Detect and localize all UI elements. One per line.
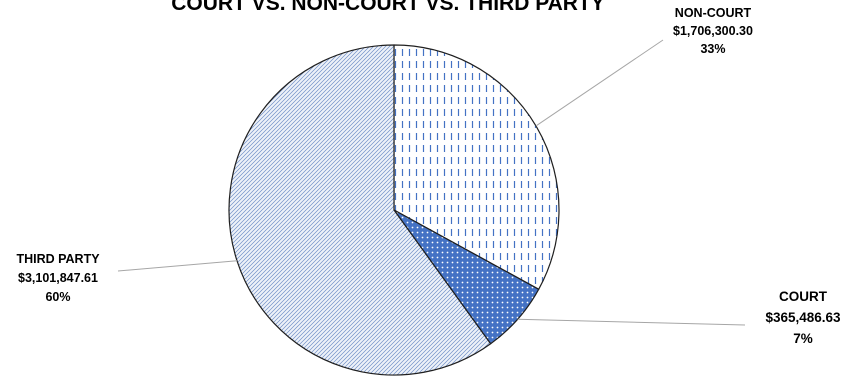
slice-label-name: COURT	[779, 289, 828, 304]
slice-label-amount: $3,101,847.61	[18, 271, 98, 285]
slice-label-third-party: THIRD PARTY $3,101,847.61 60%	[16, 252, 100, 304]
slice-label-amount: $365,486.63	[765, 310, 841, 325]
slice-label-percent: 33%	[700, 42, 725, 56]
slice-label-name: THIRD PARTY	[16, 252, 100, 266]
pie-slices	[228, 44, 560, 376]
slice-label-name: NON-COURT	[675, 6, 752, 20]
slice-label-non-court: NON-COURT $1,706,300.30 33%	[673, 6, 753, 56]
leader-lines	[117, 39, 746, 326]
leader-line-third-party	[117, 260, 238, 272]
leader-line-court	[517, 318, 746, 326]
slice-label-percent: 7%	[793, 331, 813, 346]
leader-line-non-court	[535, 39, 664, 127]
slice-label-percent: 60%	[45, 290, 70, 304]
chart-title: COURT VS. NON-COURT VS. THIRD PARTY	[171, 0, 605, 15]
pie-slice-third-party	[228, 44, 492, 376]
slice-label-amount: $1,706,300.30	[673, 24, 753, 38]
slice-label-court: COURT $365,486.63 7%	[765, 289, 841, 346]
